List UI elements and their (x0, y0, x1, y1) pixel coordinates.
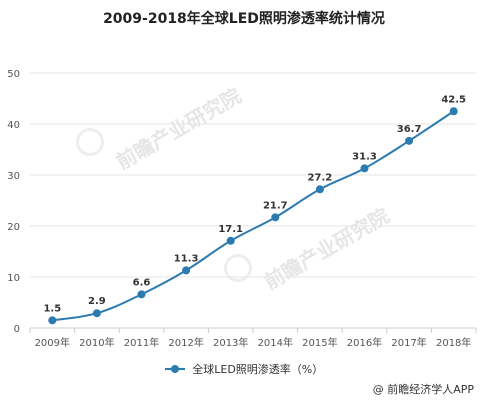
y-tick-label: 40 (7, 120, 20, 131)
data-label: 27.2 (308, 172, 333, 183)
data-label: 11.3 (174, 253, 199, 264)
y-tick-label: 10 (7, 273, 20, 284)
data-point (92, 309, 101, 318)
data-point (137, 290, 146, 299)
watermark-logo-icon (76, 128, 104, 156)
data-label: 17.1 (218, 224, 243, 235)
x-tick-label: 2016年 (347, 336, 382, 349)
x-tick-label: 2011年 (124, 336, 159, 349)
y-tick-label: 30 (7, 171, 20, 182)
data-label: 31.3 (352, 151, 377, 162)
data-label: 42.5 (441, 94, 466, 105)
data-point (315, 185, 324, 194)
data-label: 2.9 (88, 296, 106, 307)
x-tick-label: 2014年 (258, 336, 293, 349)
legend: 全球LED照明渗透率（%） (0, 361, 488, 377)
data-point (449, 107, 458, 116)
y-tick-label: 0 (14, 324, 20, 335)
data-point (48, 316, 57, 325)
legend-label: 全球LED照明渗透率（%） (192, 363, 324, 376)
data-point (360, 164, 369, 173)
x-tick-label: 2012年 (168, 336, 203, 349)
data-point (226, 236, 235, 245)
x-tick-label: 2009年 (35, 336, 70, 349)
watermark-logo-icon (224, 254, 252, 282)
series-line (52, 110, 455, 322)
data-label: 36.7 (397, 124, 422, 135)
x-tick-label: 2017年 (391, 336, 426, 349)
data-point (271, 213, 280, 222)
x-tick-label: 2018年 (436, 336, 471, 349)
source-text: @ 前瞻经济学人APP (372, 383, 474, 396)
data-point (182, 266, 191, 275)
x-tick-label: 2015年 (302, 336, 337, 349)
x-tick-label: 2010年 (79, 336, 114, 349)
data-label: 6.6 (133, 277, 151, 288)
data-label: 1.5 (43, 303, 61, 314)
chart-title: 2009-2018年全球LED照明渗透率统计情况 (103, 11, 385, 27)
legend-marker-icon (164, 364, 185, 374)
y-tick-label: 50 (7, 69, 20, 80)
data-point (405, 136, 414, 145)
y-tick-label: 20 (7, 222, 20, 233)
data-label: 21.7 (263, 200, 288, 211)
x-tick-label: 2013年 (213, 336, 248, 349)
